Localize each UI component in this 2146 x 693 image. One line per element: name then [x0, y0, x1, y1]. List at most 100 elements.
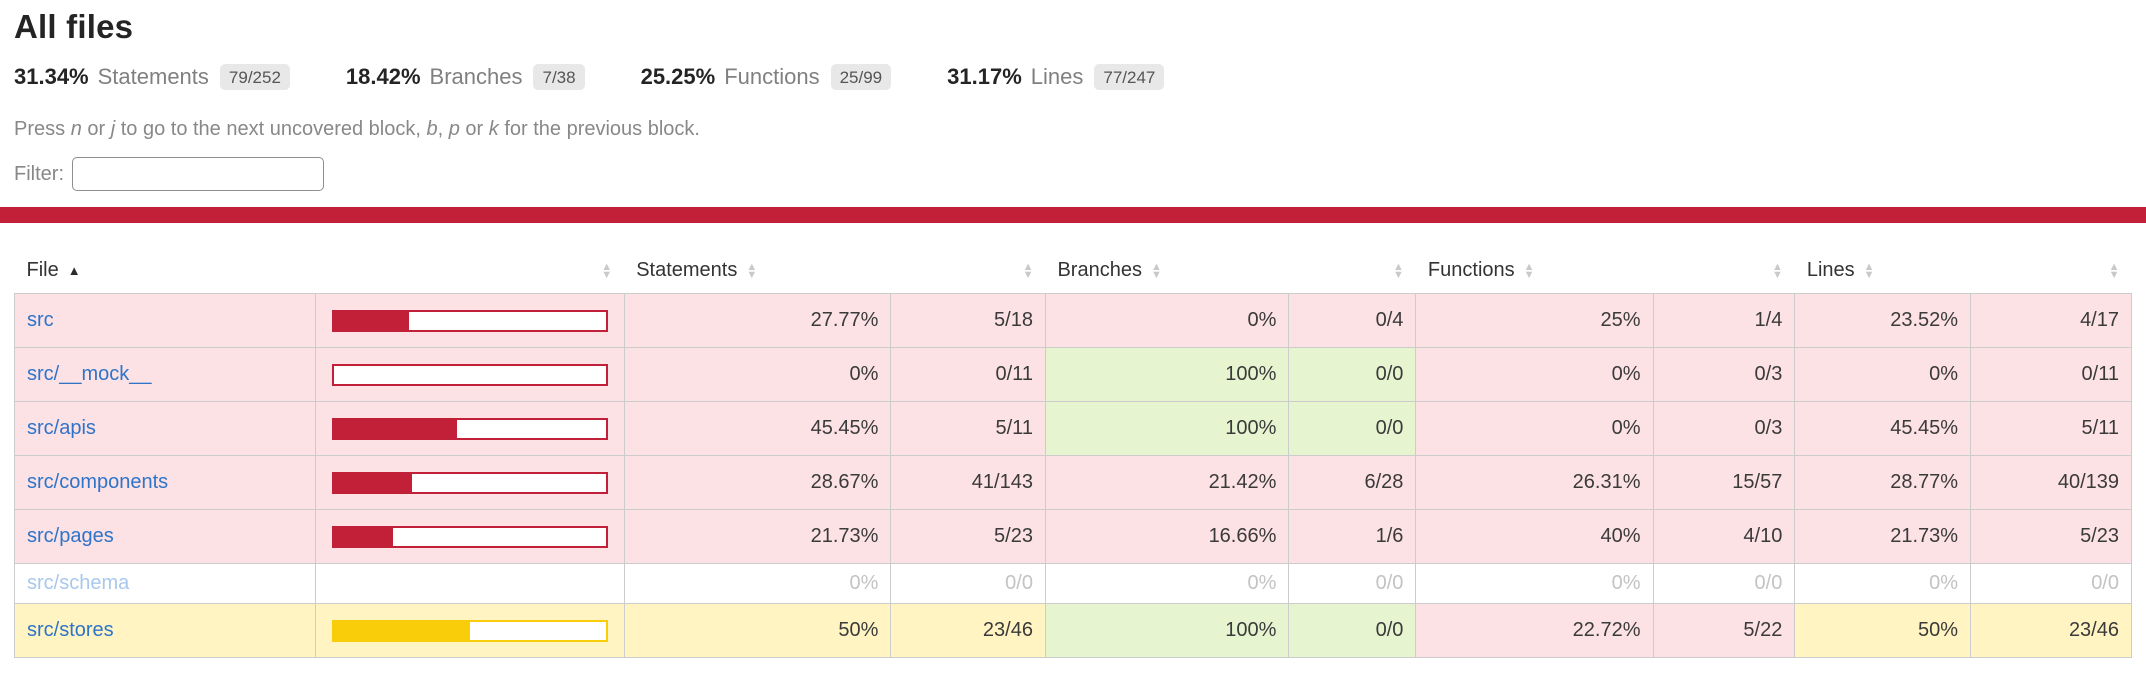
summary-metric: 25.25% Functions 25/99 — [641, 64, 892, 90]
sorter-icon[interactable]: ▲ ▼ — [1022, 260, 1034, 281]
statements-ratio-cell: 5/23 — [890, 509, 1046, 564]
sorter-icon[interactable]: ▲ ▼ — [1771, 260, 1783, 281]
coverage-bar — [331, 417, 608, 440]
sorter-icon[interactable]: ▲ ▼ — [1523, 260, 1535, 281]
coverage-bar — [331, 471, 608, 494]
lines-pct-cell: 0% — [1794, 563, 1972, 604]
lines-ratio-cell: 0/11 — [1970, 347, 2132, 402]
branches-column-header[interactable]: Branches ▲ ▼ — [1045, 248, 1288, 294]
sorter-icon[interactable]: ▲ ▼ — [1150, 260, 1162, 281]
file-cell: src/schema — [14, 563, 316, 604]
sorter-icon[interactable]: ▲ ▼ — [1863, 260, 1875, 281]
coverage-bar-cell — [314, 603, 625, 658]
branches-abs-column-header[interactable]: ▲ ▼ — [1289, 248, 1416, 294]
coverage-bar-cell — [314, 563, 625, 604]
metric-ratio-badge: 79/252 — [219, 64, 290, 90]
metric-ratio-badge: 7/38 — [533, 64, 585, 90]
sort-asc-icon: ▲ — [67, 263, 81, 279]
filter-row: Filter: — [14, 157, 2146, 191]
functions-pct-cell: 22.72% — [1415, 603, 1654, 658]
coverage-bar-fill — [333, 473, 412, 492]
status-line-low — [0, 207, 2146, 223]
file-link[interactable]: src — [27, 309, 54, 331]
coverage-bar-empty — [457, 419, 606, 438]
table-row: src/components 28.67% 41/143 21.42% 6/28 26.3… — [14, 455, 2132, 510]
coverage-bar-cell — [314, 401, 625, 456]
file-column-header[interactable]: File ▲ — [15, 248, 316, 294]
lines-ratio-cell: 40/139 — [1970, 455, 2132, 510]
branches-ratio-cell: 0/0 — [1288, 603, 1417, 658]
metric-pct: 25.25% — [640, 64, 716, 89]
branches-ratio-cell: 0/0 — [1288, 401, 1417, 456]
branches-pct-cell: 0% — [1044, 293, 1290, 348]
statements-ratio-cell: 0/0 — [890, 563, 1046, 604]
table-row: src/apis 45.45% 5/11 100% 0/0 0% 0/3 45.45% 5/11 — [14, 401, 2132, 456]
coverage-bar — [331, 619, 608, 642]
statements-column-label: Statements — [636, 259, 738, 281]
functions-ratio-cell: 15/57 — [1652, 455, 1796, 510]
statements-pct-cell: 21.73% — [623, 509, 892, 564]
coverage-bar-cell — [314, 293, 625, 348]
lines-pct-cell: 28.77% — [1794, 455, 1972, 510]
summary-metric: 18.42% Branches 7/38 — [346, 64, 585, 90]
coverage-bar — [331, 525, 608, 548]
sorter-icon[interactable]: ▲ ▼ — [1393, 260, 1404, 281]
coverage-bar-fill — [333, 419, 458, 438]
functions-column-label: Functions — [1427, 259, 1515, 281]
functions-pct-cell: 40% — [1415, 509, 1654, 564]
coverage-table-body: src 27.77% 5/18 0% 0/4 25% 1/4 23.52% 4/17 src/__… — [14, 293, 2132, 658]
sorter-icon[interactable]: ▲ ▼ — [2108, 260, 2120, 281]
coverage-bar-fill — [333, 311, 410, 330]
functions-ratio-cell: 5/22 — [1652, 603, 1796, 658]
branches-pct-cell: 16.66% — [1044, 509, 1290, 564]
lines-column-header[interactable]: Lines ▲ ▼ — [1795, 248, 1971, 294]
lines-pct-cell: 21.73% — [1794, 509, 1972, 564]
lines-pct-cell: 23.52% — [1794, 293, 1972, 348]
functions-ratio-cell: 4/10 — [1652, 509, 1796, 564]
coverage-bar — [331, 363, 608, 386]
functions-pct-cell: 0% — [1415, 563, 1654, 604]
summary-metric: 31.17% Lines 77/247 — [947, 64, 1165, 90]
sorter-icon[interactable]: ▲ ▼ — [746, 260, 758, 281]
statements-ratio-cell: 5/18 — [890, 293, 1046, 348]
branches-pct-cell: 100% — [1044, 401, 1290, 456]
statements-ratio-cell: 0/11 — [890, 347, 1046, 402]
functions-ratio-cell: 0/0 — [1652, 563, 1796, 604]
statements-pct-cell: 0% — [623, 563, 892, 604]
metric-ratio-badge: 25/99 — [830, 64, 892, 90]
file-link[interactable]: src/schema — [27, 572, 130, 594]
file-link[interactable]: src/apis — [27, 417, 96, 439]
metric-label: Functions — [724, 64, 820, 89]
file-link[interactable]: src/stores — [27, 619, 114, 641]
coverage-bar-cell — [314, 509, 625, 564]
summary-metric: 31.34% Statements 79/252 — [14, 64, 290, 90]
branches-ratio-cell: 6/28 — [1288, 455, 1417, 510]
statements-pct-cell: 0% — [623, 347, 892, 402]
sorter-icon[interactable]: ▲ ▼ — [601, 260, 613, 281]
functions-pct-cell: 0% — [1415, 401, 1654, 456]
lines-ratio-cell: 4/17 — [1970, 293, 2132, 348]
functions-ratio-cell: 1/4 — [1652, 293, 1796, 348]
branches-ratio-cell: 0/0 — [1288, 563, 1417, 604]
file-link[interactable]: src/__mock__ — [27, 363, 152, 385]
statements-column-header[interactable]: Statements ▲ ▼ — [624, 248, 891, 294]
file-link[interactable]: src/pages — [27, 525, 114, 547]
branches-ratio-cell: 0/4 — [1288, 293, 1417, 348]
file-column-label: File — [26, 259, 59, 281]
coverage-bar-empty — [469, 621, 606, 640]
functions-column-header[interactable]: Functions ▲ ▼ — [1416, 248, 1653, 294]
coverage-bar-empty — [392, 527, 606, 546]
file-cell: src/pages — [14, 509, 316, 564]
branches-pct-cell: 0% — [1044, 563, 1290, 604]
lines-abs-column-header[interactable]: ▲ ▼ — [1971, 248, 2132, 294]
functions-abs-column-header[interactable]: ▲ ▼ — [1653, 248, 1795, 294]
pic-column-header[interactable]: ▲ ▼ — [315, 248, 624, 294]
filter-input[interactable] — [72, 157, 324, 191]
statements-abs-column-header[interactable]: ▲ ▼ — [891, 248, 1046, 294]
report-page: All files 31.34% Statements 79/252 18.42% Br… — [0, 8, 2146, 658]
file-cell: src/apis — [14, 401, 316, 456]
statements-ratio-cell: 5/11 — [890, 401, 1046, 456]
coverage-bar-empty — [409, 311, 606, 330]
file-link[interactable]: src/components — [27, 471, 169, 493]
metric-ratio-badge: 77/247 — [1094, 64, 1165, 90]
